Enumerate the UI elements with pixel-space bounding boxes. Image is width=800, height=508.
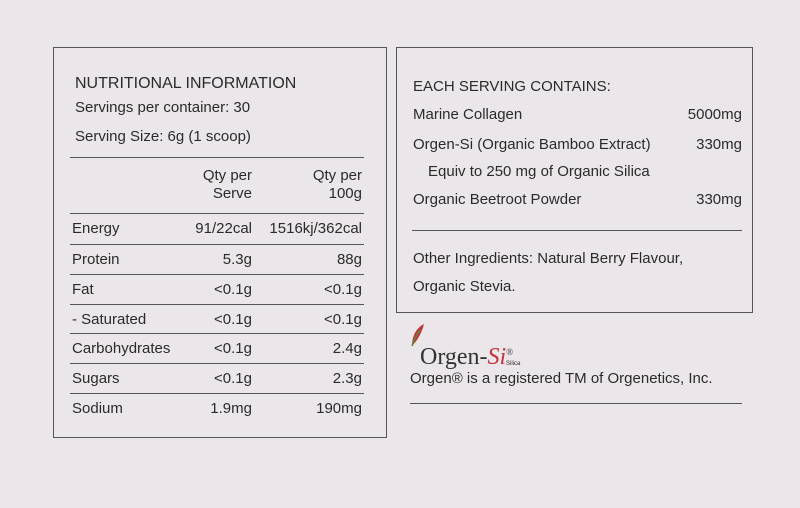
serving-note: Equiv to 250 mg of Organic Silica [428, 163, 650, 180]
ingredient: Orgen-Si (Organic Bamboo Extract) [413, 136, 651, 153]
cell: 91/22cal [195, 220, 252, 237]
row-label: Sugars [72, 370, 120, 387]
serving-box [396, 47, 753, 313]
serving-size: Serving Size: 6g (1 scoop) [75, 128, 251, 145]
divider [410, 403, 742, 404]
logo: Orgen-Si® [420, 338, 513, 371]
row-divider [70, 393, 364, 394]
cell: <0.1g [214, 340, 252, 357]
row-label: Carbohydrates [72, 340, 171, 357]
amount: 5000mg [687, 106, 742, 123]
cell: <0.1g [214, 311, 252, 328]
cell: 2.4g [332, 340, 362, 357]
ingredient: Marine Collagen [413, 106, 523, 123]
row-label: Protein [72, 251, 120, 268]
cell: 88g [336, 251, 362, 268]
cell: <0.1g [214, 281, 252, 298]
row-label: - Saturated [72, 311, 147, 328]
other-ingredients: Organic Stevia. [413, 278, 516, 295]
row-divider [70, 213, 364, 214]
column-header: Qty per Serve [202, 167, 252, 202]
cell: <0.1g [324, 311, 362, 328]
cell: 2.3g [332, 370, 362, 387]
trademark: Orgen® is a registered TM of Orgenetics,… [410, 370, 713, 387]
servings: Servings per container: 30 [75, 99, 251, 116]
row-label: Sodium [72, 400, 123, 417]
cell: 1.9mg [210, 400, 252, 417]
logo-mark: ® [506, 347, 514, 357]
cell: <0.1g [214, 370, 252, 387]
serving-title: EACH SERVING CONTAINS: [413, 78, 611, 95]
nutrition-box [53, 47, 387, 438]
logo-leaf [411, 324, 424, 347]
row-label: Fat [72, 281, 94, 298]
row-label: Energy [72, 220, 120, 237]
divider [412, 230, 742, 231]
cell: <0.1g [324, 281, 362, 298]
row-divider [70, 304, 364, 305]
logo-sub: Silica [506, 361, 521, 367]
row-divider [70, 244, 364, 245]
ingredient: Organic Beetroot Powder [413, 191, 582, 208]
row-divider [70, 274, 364, 275]
divider [70, 157, 364, 158]
amount: 330mg [696, 136, 742, 153]
amount: 330mg [696, 191, 742, 208]
column-header: Qty per 100g [312, 167, 362, 202]
cell: 5.3g [222, 251, 252, 268]
logo-name: Orgen- [420, 344, 488, 370]
row-divider [70, 333, 364, 334]
cell: 190mg [316, 400, 362, 417]
cell: 1516kj/362cal [269, 220, 362, 237]
row-divider [70, 363, 364, 364]
nutrition-title: NUTRITIONAL INFORMATION [75, 75, 297, 92]
logo-accent: Si [487, 344, 507, 370]
other-ingredients: Other Ingredients: Natural Berry Flavour… [413, 250, 684, 267]
